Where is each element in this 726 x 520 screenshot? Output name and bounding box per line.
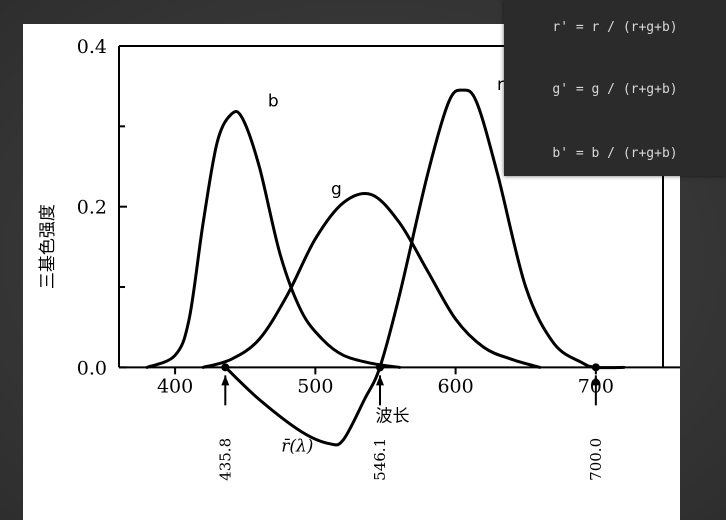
marker-dot: [591, 363, 600, 372]
marker-arrow-head: [591, 375, 600, 386]
x-tick-label: 500: [297, 375, 333, 397]
x-tick-label: 600: [437, 375, 473, 397]
series-label-b: b: [268, 91, 279, 111]
marker-arrow-head: [221, 375, 230, 386]
formula-b: b' = b / (r+g+b): [552, 146, 678, 161]
marker-dot: [221, 363, 230, 372]
series-label-g: g: [331, 180, 342, 200]
r-bar-lambda-label: r̄(λ): [281, 436, 313, 456]
series-line-b: [145, 109, 401, 369]
marker-label: 435.8: [216, 438, 234, 481]
y-tick-label: 0.0: [77, 357, 107, 379]
formula-g: g' = g / (r+g+b): [552, 82, 678, 97]
formula-panel: r' = r / (r+g+b) g' = g / (r+g+b) b' = b…: [504, 0, 726, 176]
marker-arrow-head: [376, 375, 385, 386]
formula-r: r' = r / (r+g+b): [552, 20, 678, 35]
marker-label: 700.0: [587, 438, 605, 481]
marker-dot: [376, 363, 385, 372]
y-axis-title: 三基色强度: [38, 204, 58, 289]
x-tick-label: 700: [578, 375, 614, 397]
series-line-r: [224, 88, 626, 447]
series-group: [145, 88, 626, 447]
x-tick-label: 400: [157, 375, 193, 397]
x-axis-title: 波长: [375, 406, 409, 426]
y-tick-label: 0.2: [77, 197, 107, 219]
series-label-r: r: [497, 75, 504, 95]
y-tick-label: 0.4: [77, 36, 107, 58]
marker-label: 546.1: [371, 438, 389, 481]
series-line-g: [201, 191, 542, 369]
